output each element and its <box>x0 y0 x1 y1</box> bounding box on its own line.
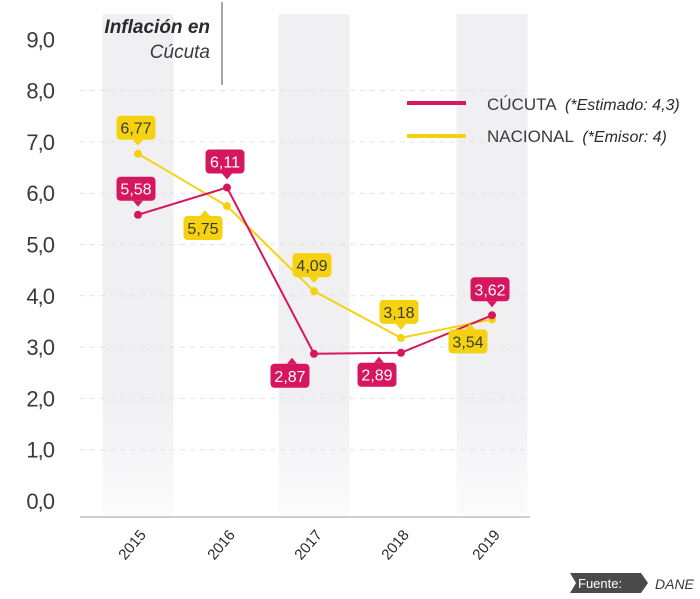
x-tick-label: 2015 <box>115 527 149 563</box>
data-point-cucuta <box>397 348 405 357</box>
data-point-nacional <box>223 202 231 211</box>
data-label-cucuta: 2,87 <box>270 357 310 388</box>
legend-text-cucuta: CÚCUTA (*Estimado: 4,3) <box>487 95 680 114</box>
gridlines <box>80 90 530 451</box>
data-label-pointer <box>200 210 210 217</box>
data-label-nacional: 3,18 <box>379 299 419 330</box>
data-point-cucuta <box>134 210 142 219</box>
data-label-pointer <box>396 323 406 330</box>
data-label-bubble <box>470 277 510 302</box>
data-label-pointer <box>487 301 497 308</box>
data-label-nacional: 5,75 <box>183 210 223 241</box>
x-tick-label: 2016 <box>204 527 238 563</box>
data-label-text: 6,11 <box>210 155 240 172</box>
data-label-nacional: 3,54 <box>448 323 488 354</box>
x-axis-ticks: 2015 2016 2017 2018 2019 <box>115 527 503 563</box>
data-label-cucuta: 6,11 <box>205 149 245 180</box>
source-value: DANE <box>655 576 695 592</box>
data-label-bubble <box>116 176 156 201</box>
data-label-bubble <box>270 363 310 388</box>
data-labels: 5,58 6,11 2,87 2,89 3,62 6,77 5,75 4,09 3,18 3,54 <box>116 115 510 388</box>
data-label-text: 3,54 <box>452 334 483 351</box>
y-tick-label: 4,0 <box>26 284 54 309</box>
legend-item-cucuta: CÚCUTA (*Estimado: 4,3) <box>407 95 680 114</box>
y-tick-label: 7,0 <box>26 130 54 155</box>
data-label-text: 3,62 <box>474 282 505 299</box>
data-label-bubble <box>183 216 223 241</box>
legend-note-nacional: (*Emisor: 4) <box>582 129 666 146</box>
y-tick-label: 8,0 <box>26 79 54 104</box>
y-tick-label: 9,0 <box>26 27 54 52</box>
legend-item-nacional: NACIONAL (*Emisor: 4) <box>407 127 667 146</box>
legend-text-nacional: NACIONAL (*Emisor: 4) <box>487 127 667 146</box>
y-tick-label: 5,0 <box>26 233 54 258</box>
data-label-bubble <box>116 115 156 140</box>
x-tick-label: 2018 <box>378 527 412 563</box>
data-point-cucuta <box>223 183 231 192</box>
chart-title-line1: Inflación en <box>104 17 210 38</box>
y-tick-label: 0,0 <box>26 489 54 514</box>
legend-note-cucuta: (*Estimado: 4,3) <box>565 97 680 114</box>
data-label-text: 4,09 <box>296 258 327 275</box>
data-label-text: 2,87 <box>274 369 305 386</box>
y-tick-label: 3,0 <box>26 335 54 360</box>
data-point-nacional <box>134 149 142 158</box>
data-label-nacional: 4,09 <box>292 253 332 284</box>
data-label-pointer <box>287 357 297 364</box>
legend-label-nacional: NACIONAL <box>487 127 574 146</box>
data-label-bubble <box>292 253 332 278</box>
data-point-cucuta <box>310 349 318 358</box>
data-label-bubble <box>357 362 397 387</box>
data-label-text: 6,77 <box>120 121 151 138</box>
x-tick-label: 2017 <box>291 527 325 563</box>
data-label-cucuta: 3,62 <box>470 277 510 308</box>
band-2015 <box>102 14 174 515</box>
data-label-pointer <box>133 139 143 146</box>
chart-title-line2: Cúcuta <box>150 42 210 63</box>
data-label-pointer <box>309 277 319 284</box>
data-label-text: 5,75 <box>187 221 218 238</box>
data-label-bubble <box>379 299 419 324</box>
data-label-pointer <box>133 200 143 207</box>
y-tick-label: 1,0 <box>26 438 54 463</box>
data-point-nacional <box>310 287 318 296</box>
data-label-cucuta: 5,58 <box>116 176 156 207</box>
legend: CÚCUTA (*Estimado: 4,3) NACIONAL (*Emiso… <box>407 95 680 146</box>
data-label-text: 5,58 <box>120 182 151 199</box>
data-label-bubble <box>205 149 245 174</box>
data-label-cucuta: 2,89 <box>357 356 397 387</box>
data-label-text: 2,89 <box>361 368 392 385</box>
x-tick-label: 2019 <box>469 527 503 563</box>
band-2019 <box>456 14 528 515</box>
data-point-cucuta <box>488 311 496 320</box>
chart-title: Inflación en Cúcuta <box>104 2 223 85</box>
data-label-pointer <box>465 323 475 330</box>
y-tick-label: 6,0 <box>26 181 54 206</box>
source-note: Fuente: DANE <box>570 573 695 593</box>
data-label-text: 3,18 <box>383 305 414 322</box>
data-label-pointer <box>222 173 232 180</box>
source-label: Fuente: <box>578 576 622 591</box>
data-label-nacional: 6,77 <box>116 115 156 146</box>
data-point-nacional <box>397 333 405 342</box>
data-label-bubble <box>448 329 488 354</box>
source-tag-shape <box>570 573 648 593</box>
y-tick-label: 2,0 <box>26 386 54 411</box>
data-label-pointer <box>374 356 384 363</box>
series-lines <box>134 149 496 358</box>
y-axis-ticks: 0,0 1,0 2,0 3,0 4,0 5,0 6,0 7,0 8,0 9,0 <box>26 27 55 514</box>
legend-label-cucuta: CÚCUTA <box>487 95 557 114</box>
